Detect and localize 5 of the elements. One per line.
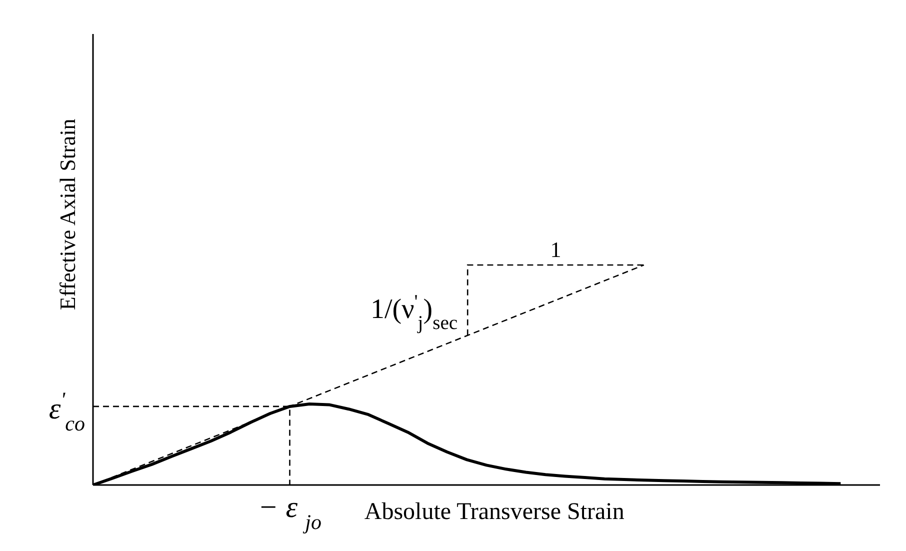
x-axis-title: Absolute Transverse Strain [364, 499, 624, 525]
annotation: 1/(ν$^{'}$$_{j}$)$_{sec}$ [370, 292, 458, 334]
text: − ε $_{jo}$ [258, 491, 322, 534]
y-axis-title: Effective Axial Strain [55, 118, 80, 310]
text: 1 [550, 237, 562, 262]
